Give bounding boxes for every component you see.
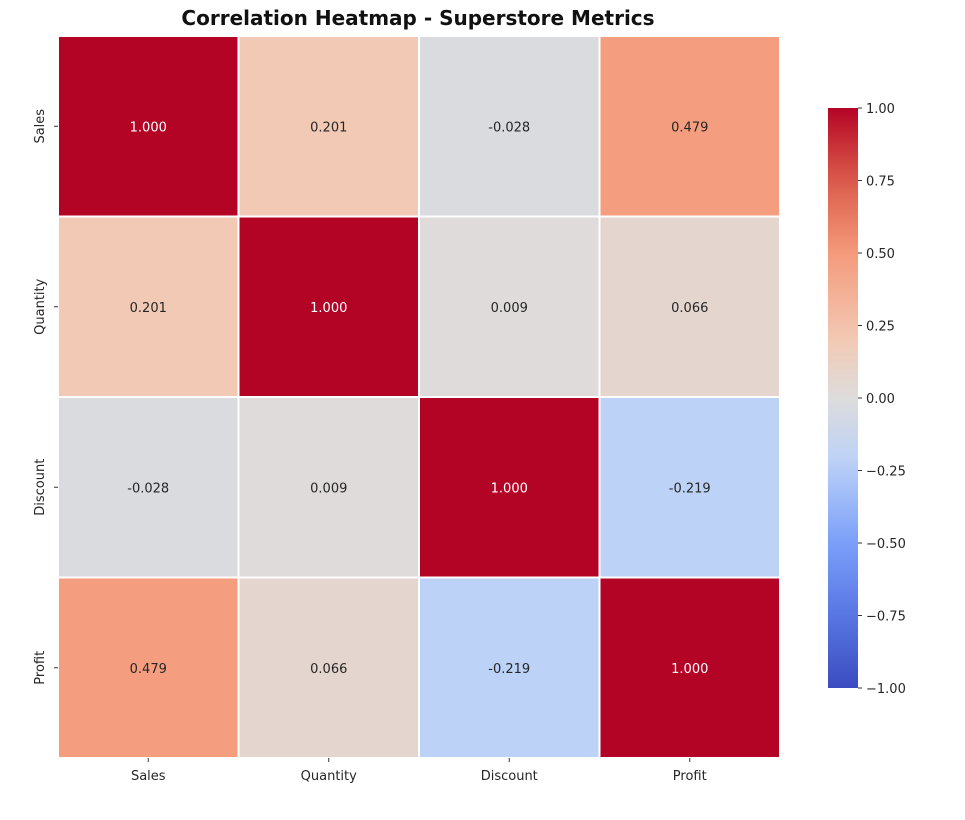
heatmap-cell (598, 396, 781, 579)
cell-value-label: 1.000 (491, 481, 528, 496)
colorbar (828, 108, 858, 688)
cell-value-label: 1.000 (671, 662, 708, 677)
cell-value-label: 0.201 (130, 301, 167, 316)
cell-value-label: 0.479 (671, 120, 708, 135)
y-tick-label: Quantity (33, 278, 48, 334)
colorbar-tick-label: 0.25 (866, 320, 895, 335)
cell-value-label: 1.000 (310, 301, 347, 316)
x-tick-label: Sales (131, 769, 166, 784)
colorbar-tick-label: −0.50 (866, 537, 906, 552)
heatmap-cell (57, 576, 240, 759)
colorbar-tick-label: 0.00 (866, 392, 895, 407)
chart-title: Correlation Heatmap - Superstore Metrics (181, 6, 655, 30)
heatmap-cell (598, 215, 781, 398)
cell-value-label: 0.201 (310, 120, 347, 135)
cell-value-label: 0.066 (310, 662, 347, 677)
x-tick-label: Discount (481, 769, 538, 784)
heatmap-cell (598, 576, 781, 759)
cell-value-label: 0.009 (491, 301, 528, 316)
heatmap-cell (57, 35, 240, 218)
colorbar-tick-label: −1.00 (866, 682, 906, 697)
heatmap-cell (237, 396, 420, 579)
colorbar-tick-label: −0.75 (866, 610, 906, 625)
heatmap-cell (237, 576, 420, 759)
cell-value-label: 0.479 (130, 662, 167, 677)
colorbar-tick-label: 0.75 (866, 175, 895, 190)
y-tick-label: Discount (33, 459, 48, 516)
heatmap-cell (418, 35, 601, 218)
colorbar-tick-label: 1.00 (866, 102, 895, 117)
heatmap-cell (418, 215, 601, 398)
colorbar-tick-label: −0.25 (866, 465, 906, 480)
x-tick-label: Quantity (301, 769, 357, 784)
cell-value-label: -0.028 (488, 120, 530, 135)
colorbar-tick-label: 0.50 (866, 247, 895, 262)
cell-value-label: -0.028 (127, 481, 169, 496)
heatmap-cell (418, 576, 601, 759)
y-tick-label: Profit (33, 651, 48, 685)
x-tick-label: Profit (673, 769, 707, 784)
cell-value-label: -0.219 (488, 662, 530, 677)
heatmap-cell (598, 35, 781, 218)
cell-value-label: 0.009 (310, 481, 347, 496)
y-tick-label: Sales (33, 109, 48, 144)
cell-value-label: 1.000 (130, 120, 167, 135)
cell-value-label: -0.219 (669, 481, 711, 496)
cell-value-label: 0.066 (671, 301, 708, 316)
heatmap-cell (237, 35, 420, 218)
